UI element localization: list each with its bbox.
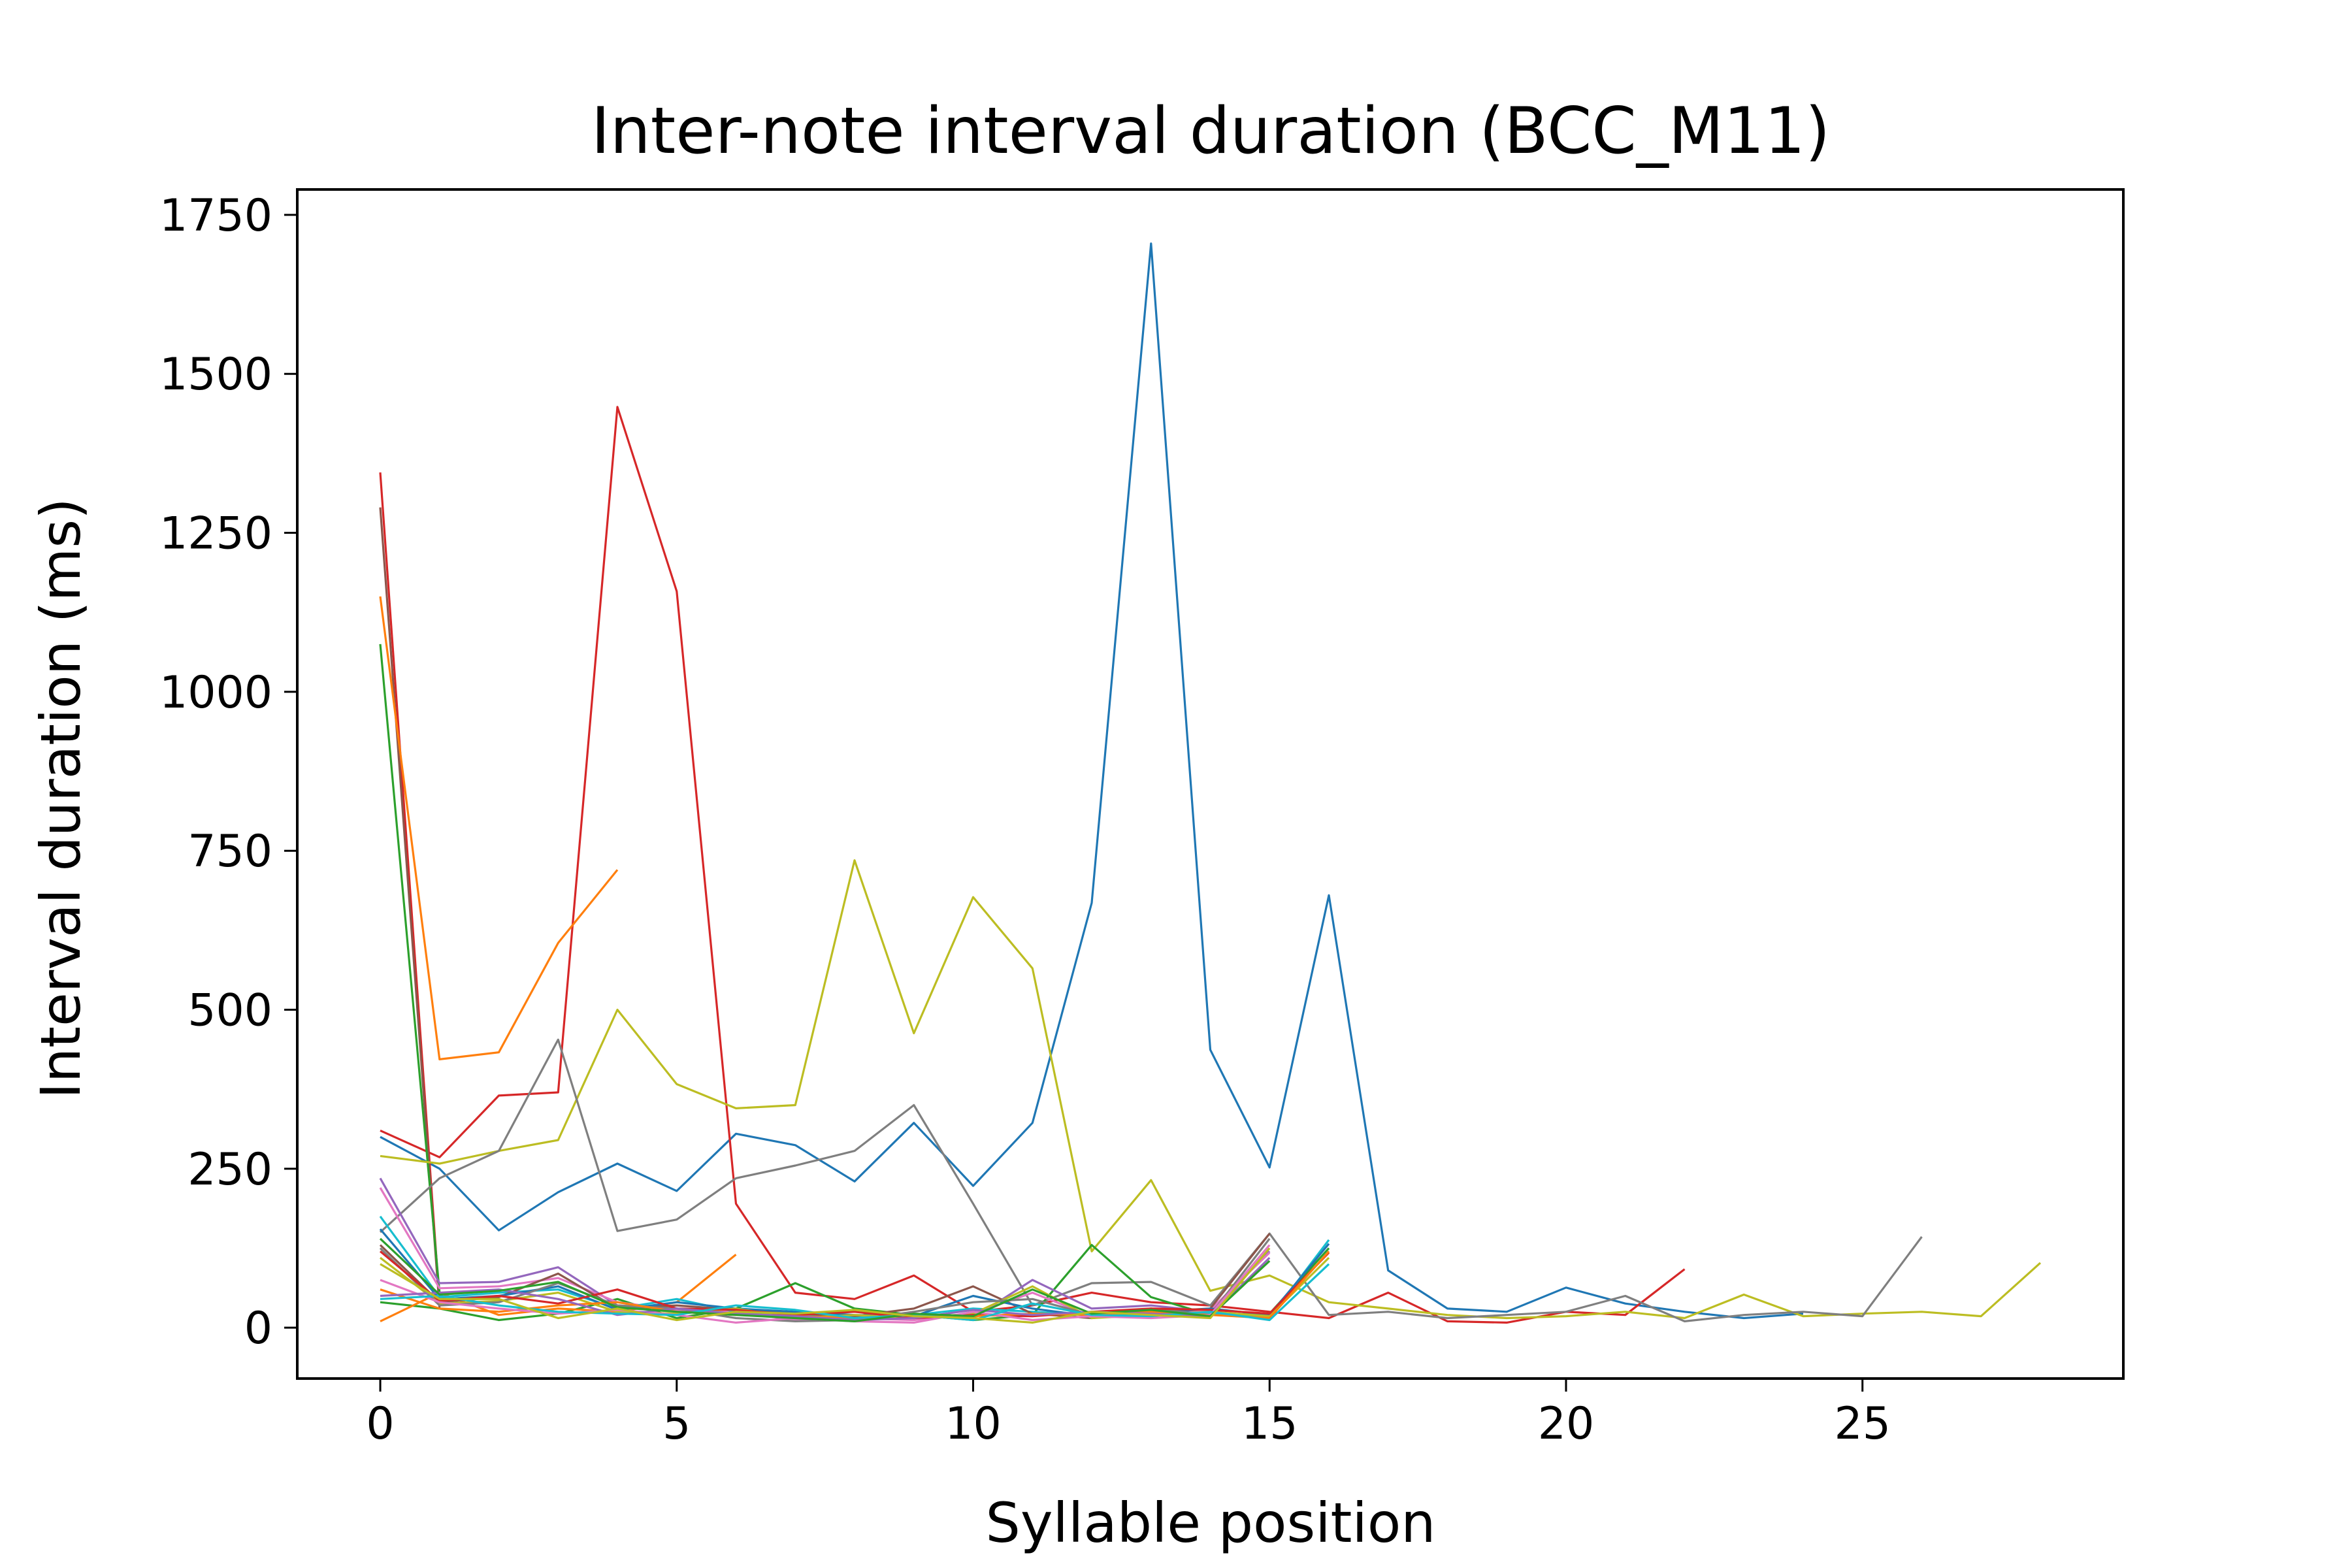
y-tick-label: 750 — [188, 826, 272, 877]
series-line-12 — [379, 1215, 1330, 1320]
x-tick-label: 15 — [1241, 1398, 1298, 1450]
y-tick-label: 1000 — [159, 667, 272, 719]
series-line-7 — [379, 1038, 1923, 1323]
x-tick-label: 10 — [945, 1398, 1002, 1450]
x-tick-label: 20 — [1538, 1398, 1595, 1450]
series-line-8 — [380, 1243, 1330, 1322]
series-line-23 — [380, 1247, 1271, 1324]
x-tick-label: 25 — [1834, 1398, 1891, 1450]
x-tick-label: 5 — [662, 1398, 691, 1450]
y-tick-label: 500 — [188, 985, 272, 1037]
y-tick-label: 1750 — [159, 190, 272, 242]
series-line-17 — [379, 1250, 1330, 1320]
series-line-21 — [380, 1263, 1330, 1322]
series-line-0 — [380, 242, 1804, 1320]
y-tick-label: 0 — [244, 1303, 272, 1354]
y-tick-label: 250 — [188, 1144, 272, 1196]
y-tick-label: 1250 — [159, 508, 272, 560]
chart-title: Inter-note interval duration (BCC_M11) — [591, 94, 1830, 169]
series-line-22 — [379, 1237, 1271, 1323]
y-axis-label: Interval duration (ms) — [29, 498, 93, 1099]
x-tick-label: 0 — [366, 1398, 394, 1450]
x-axis-label: Syllable position — [986, 1491, 1436, 1555]
series-line-5 — [379, 644, 441, 1293]
series-line-4 — [379, 596, 619, 1061]
series-group — [379, 242, 2042, 1324]
y-tick-label: 1500 — [159, 349, 272, 400]
series-line-1 — [380, 406, 1686, 1324]
series-line-6 — [380, 859, 2042, 1320]
plot-frame — [296, 188, 2125, 1380]
